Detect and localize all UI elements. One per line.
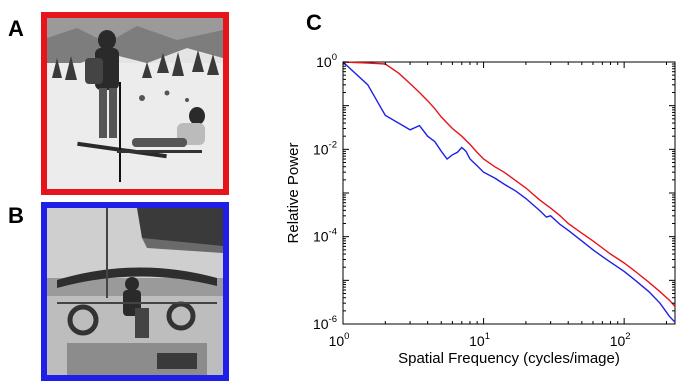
panel-letter-c: C	[306, 10, 322, 35]
x-tick-exp: 0	[344, 331, 349, 342]
y-tick-label: 10-4	[313, 227, 337, 245]
y-tick-label: 10-2	[313, 139, 337, 157]
x-tick-base: 10	[329, 333, 345, 349]
x-tick-base: 10	[469, 333, 485, 349]
x-axis-label: Spatial Frequency (cycles/image)	[398, 350, 620, 367]
sailboat-photo-icon	[47, 208, 223, 375]
x-tick-label: 101	[469, 331, 490, 349]
sailboat-photo	[41, 202, 229, 381]
y-tick-base: 10	[313, 316, 329, 332]
series-line-1	[342, 61, 676, 323]
x-tick-exp: 2	[625, 331, 630, 342]
y-tick-label: 10-6	[313, 314, 337, 332]
y-tick-base: 10	[313, 141, 329, 157]
y-tick-base: 10	[313, 229, 329, 245]
y-axis-label: Relative Power	[285, 143, 302, 244]
y-tick-base: 10	[316, 54, 332, 70]
y-tick-exp: -4	[329, 227, 337, 238]
x-tick-label: 102	[610, 331, 631, 349]
y-tick-exp: -2	[329, 139, 337, 150]
x-tick-label: 100	[329, 331, 350, 349]
series-line-0	[342, 61, 676, 308]
panel-letter-b: B	[8, 203, 24, 228]
series-layer	[342, 61, 676, 323]
y-tick-exp: -6	[329, 314, 337, 325]
x-tick-exp: 1	[485, 331, 490, 342]
ski-slope-photo-icon	[47, 18, 223, 189]
ski-slope-photo	[41, 12, 229, 195]
y-tick-exp: 0	[332, 52, 337, 63]
x-tick-base: 10	[610, 333, 626, 349]
plot-frame	[342, 61, 676, 325]
panel-letter-a: A	[8, 16, 24, 41]
y-tick-label: 100	[316, 52, 337, 70]
